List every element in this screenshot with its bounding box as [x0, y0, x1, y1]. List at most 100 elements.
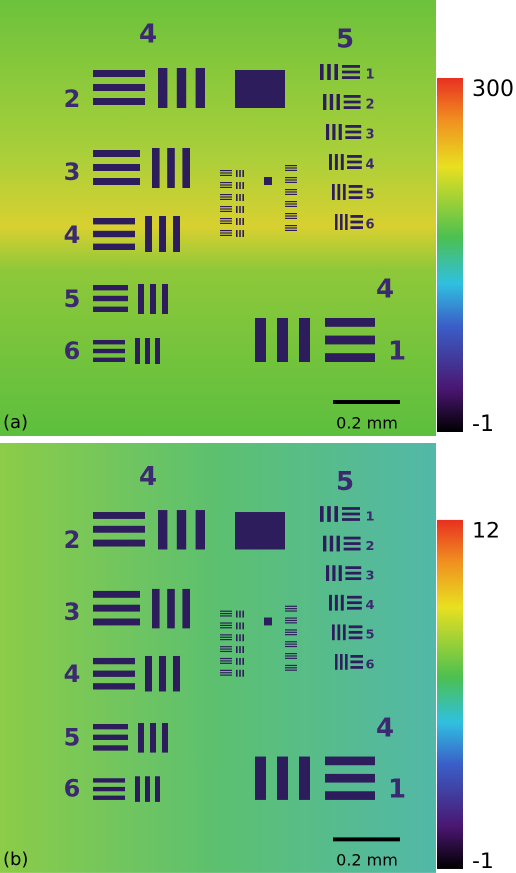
bar — [239, 170, 241, 177]
bar — [337, 624, 340, 640]
element-label: 2 — [365, 539, 374, 554]
bar — [220, 639, 232, 640]
bar — [285, 203, 297, 204]
bar — [220, 199, 232, 200]
bar — [236, 230, 238, 237]
bar — [145, 656, 152, 691]
bar — [93, 526, 145, 533]
bar — [220, 634, 232, 635]
bar — [239, 611, 241, 618]
bar — [325, 774, 375, 783]
bar — [220, 211, 232, 212]
colorbar-min: -1 — [472, 412, 494, 437]
bar — [350, 226, 363, 229]
bar — [93, 349, 125, 353]
bar — [242, 230, 244, 237]
bar — [236, 634, 238, 641]
bar — [344, 101, 361, 104]
bar — [93, 296, 128, 301]
bar — [285, 667, 297, 668]
bar — [285, 179, 297, 180]
bar — [285, 629, 297, 630]
bar — [220, 670, 232, 671]
bar — [177, 68, 186, 108]
bar — [345, 136, 361, 139]
bar — [339, 124, 342, 140]
colorbar — [437, 520, 463, 869]
bar — [350, 215, 363, 218]
element-label: 5 — [365, 628, 374, 643]
bar — [332, 184, 335, 200]
bar — [350, 661, 363, 664]
element-label: 4 — [64, 221, 81, 249]
bar — [325, 791, 375, 800]
bar — [239, 230, 241, 237]
bar — [330, 94, 333, 110]
bar — [277, 757, 288, 800]
bar — [242, 658, 244, 665]
bar — [285, 655, 297, 656]
bar — [345, 125, 361, 128]
group-label: 4 — [139, 462, 157, 492]
bar — [236, 170, 238, 177]
element-label: 3 — [365, 128, 374, 143]
element-label: 4 — [64, 660, 81, 688]
colorbar-min: -1 — [472, 849, 494, 873]
bar — [332, 565, 335, 581]
bar — [236, 611, 238, 618]
bar — [135, 338, 140, 364]
bar — [159, 656, 166, 691]
element-label: 3 — [365, 569, 374, 584]
bar — [220, 648, 232, 649]
bar — [347, 161, 362, 164]
bar — [242, 611, 244, 618]
element-label: 1 — [388, 775, 406, 805]
bar — [93, 285, 128, 290]
bar — [345, 131, 361, 134]
bar — [182, 148, 190, 188]
bar — [220, 184, 232, 185]
bar — [327, 64, 331, 80]
bar — [138, 723, 144, 753]
bar — [285, 620, 297, 621]
element-label: 6 — [64, 337, 81, 365]
bar — [93, 84, 145, 91]
bar — [350, 221, 363, 224]
bar — [345, 572, 361, 575]
bar — [242, 646, 244, 653]
bar — [299, 318, 310, 362]
element-label: 2 — [365, 98, 374, 113]
bar — [196, 510, 205, 549]
bar — [242, 634, 244, 641]
bar — [93, 591, 140, 598]
colorbar-max: 300 — [472, 77, 514, 102]
panel-label: (a) — [3, 412, 28, 433]
bar — [93, 778, 125, 782]
bar — [220, 663, 232, 664]
bar — [344, 95, 361, 98]
bar — [285, 215, 297, 216]
panel-label: (b) — [3, 849, 28, 870]
bar — [93, 358, 125, 362]
bar — [220, 646, 232, 647]
bar — [173, 656, 180, 691]
element-label: 2 — [64, 85, 81, 113]
element-label: 1 — [365, 68, 374, 83]
bar — [340, 654, 343, 670]
bar — [150, 723, 156, 753]
bar — [347, 155, 362, 158]
bar — [242, 670, 244, 677]
bar — [93, 178, 140, 185]
bar — [285, 610, 297, 611]
bar — [285, 618, 297, 619]
bar — [167, 148, 175, 188]
bar — [239, 658, 241, 665]
bar — [236, 646, 238, 653]
bar — [93, 70, 145, 77]
bar — [325, 336, 375, 345]
bar — [285, 225, 297, 226]
bar — [152, 148, 160, 188]
bar — [350, 655, 363, 658]
bar — [196, 68, 205, 108]
bar — [145, 216, 152, 252]
